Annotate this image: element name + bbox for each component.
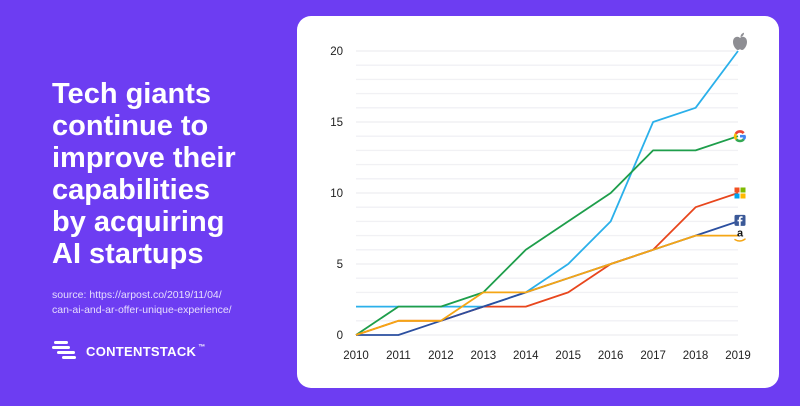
apple-body (733, 36, 747, 50)
line-chart: 0 5 10 15 20 2010 2011 2012 2013 2014 2015 2016 2017… (330, 32, 751, 362)
brand-logo: CONTENTSTACK ™ (52, 339, 205, 363)
ms-square-blue (734, 193, 740, 199)
microsoft-logo-icon (734, 187, 746, 199)
grid-layer (356, 50, 738, 336)
source-line: source: https://arpost.co/2019/11/04/ (52, 289, 222, 301)
contentstack-logo-icon (52, 341, 76, 359)
headline-line: Tech giants (52, 78, 211, 110)
x-tick-label: 2014 (513, 350, 539, 362)
x-tick-label: 2019 (725, 350, 751, 362)
headline-line: capabilities (52, 174, 210, 206)
x-tick-label: 2011 (386, 350, 411, 362)
x-tick-label: 2017 (640, 350, 666, 362)
google-arc-yellow (733, 133, 738, 141)
x-tick-label: 2012 (428, 350, 454, 362)
ms-square-green (740, 187, 746, 193)
x-tick-label: 2010 (343, 350, 369, 362)
apple-logo-icon (733, 32, 747, 50)
x-tick-label: 2013 (471, 350, 497, 362)
x-tick-label: 2018 (683, 350, 709, 362)
y-tick-label: 5 (337, 259, 343, 271)
headline: Tech giants continue to improve their ca… (52, 78, 302, 270)
ms-square-yellow (740, 193, 746, 199)
headline-line: AI startups (52, 238, 204, 270)
headline-line: by acquiring (52, 206, 225, 238)
facebook-logo-icon (734, 214, 746, 226)
fb-letter (737, 216, 743, 226)
google-logo-icon (733, 130, 747, 143)
series-line-amazon (355, 234, 738, 336)
y-tick-label: 15 (330, 117, 343, 129)
ms-square-red (734, 187, 740, 193)
series-line-google (355, 135, 739, 336)
amazon-logo-icon: a (734, 228, 746, 242)
y-tick-label: 0 (337, 330, 343, 342)
source-line: can-ai-and-ar-offer-unique-experience/ (52, 304, 232, 316)
headline-line: improve their (52, 142, 236, 174)
series-layer (355, 50, 739, 336)
headline-line: continue to (52, 110, 209, 142)
source-note: source: https://arpost.co/2019/11/04/ ca… (52, 288, 292, 318)
x-tick-label: 2016 (598, 350, 624, 362)
chart-card: 0 5 10 15 20 2010 2011 2012 2013 2014 2015 2016 2017… (297, 16, 779, 388)
axis-layer: 0 5 10 15 20 2010 2011 2012 2013 2014 2015 2016 2017… (330, 46, 751, 362)
brand-name: CONTENTSTACK (86, 343, 197, 359)
google-arc-green (735, 138, 745, 143)
logo-layer: a (733, 32, 747, 242)
amazon-letter: a (737, 228, 744, 240)
google-arc-red (734, 130, 745, 135)
google-bar (740, 134, 746, 138)
y-tick-label: 10 (330, 188, 343, 200)
y-tick-label: 20 (330, 46, 343, 58)
amazon-smile (734, 238, 746, 242)
brand-trademark: ™ (198, 343, 206, 351)
apple-leaf (740, 32, 744, 37)
x-tick-label: 2015 (555, 350, 581, 362)
